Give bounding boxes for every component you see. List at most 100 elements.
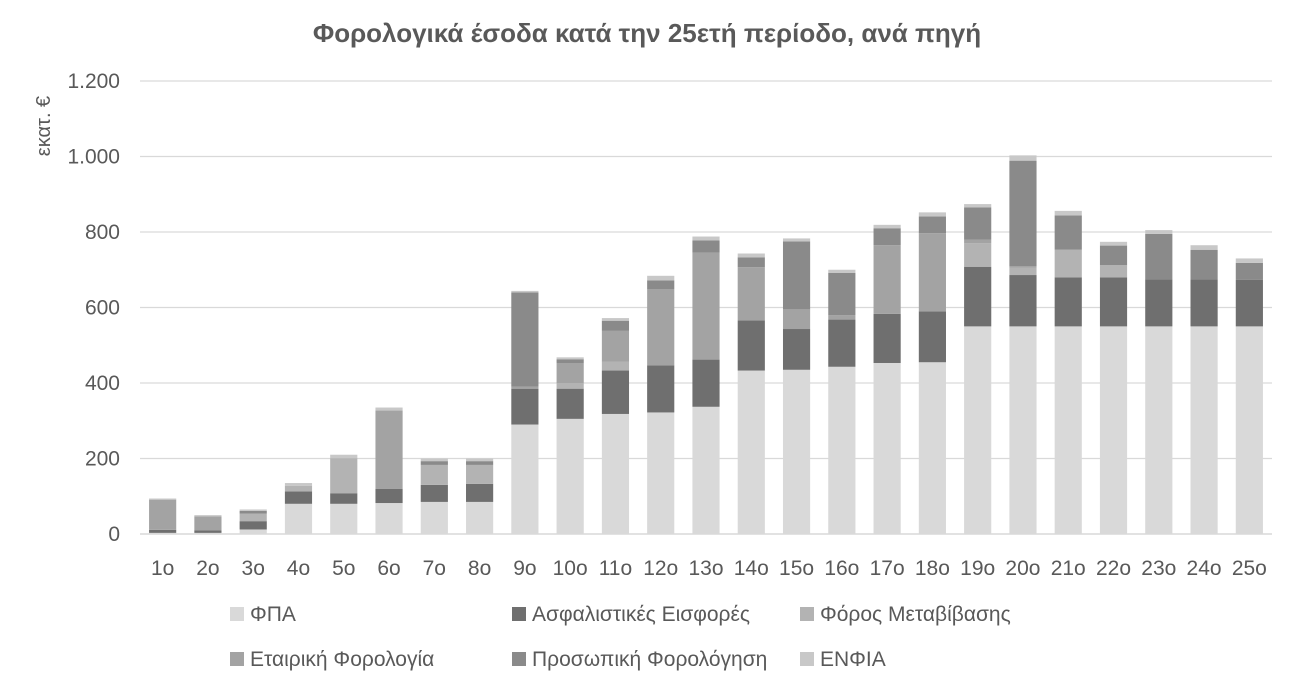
- legend: ΦΠΑ Ασφαλιστικές Εισφορές Φόρος Μεταβίβαση…: [230, 603, 1011, 671]
- bar-segment: [375, 503, 403, 534]
- bar-segment: [556, 383, 584, 389]
- bar-segment: [194, 530, 222, 533]
- bar-segment: [918, 362, 946, 534]
- bar-segment: [964, 204, 992, 208]
- bar-segment: [420, 461, 448, 465]
- bar-segment: [375, 410, 403, 489]
- bar-segment: [828, 366, 856, 534]
- y-tick-label: 600: [85, 297, 120, 320]
- bar-segment: [1235, 258, 1263, 263]
- x-tick-label: 24ο: [1187, 557, 1222, 580]
- bar-segment: [284, 503, 313, 534]
- bar-segment: [1054, 210, 1082, 216]
- bar-segment: [692, 359, 720, 407]
- bar-segment: [194, 516, 222, 531]
- bar-segment: [466, 464, 494, 484]
- bar-segment: [647, 289, 675, 366]
- y-tick-label: 1.000: [67, 146, 120, 169]
- bar-segment: [466, 483, 494, 502]
- bar-segment: [420, 484, 448, 502]
- bar-segment: [239, 509, 267, 511]
- bar-segment: [647, 412, 675, 534]
- bar-segment: [782, 238, 811, 242]
- bar-segment: [239, 510, 267, 514]
- bar-segment: [828, 269, 856, 273]
- bar-segment: [1235, 279, 1263, 327]
- bar-segment: [1235, 326, 1263, 534]
- bar-segment: [873, 313, 901, 363]
- bar-segment: [1009, 160, 1037, 267]
- bar-segment: [964, 239, 992, 244]
- bar-segment: [601, 320, 630, 331]
- bar-segment: [284, 485, 313, 492]
- bar-segment: [1099, 241, 1128, 246]
- bar-segment: [330, 503, 358, 534]
- legend-label: Φόρος Μεταβίβασης: [820, 603, 1011, 626]
- bar-segment: [466, 501, 494, 534]
- bar-segment: [1190, 326, 1218, 534]
- bar-segment: [1009, 275, 1037, 327]
- bar-segment: [1190, 245, 1218, 250]
- bar-segment: [647, 280, 675, 290]
- bar-segment: [782, 241, 811, 310]
- bar-segment: [964, 207, 992, 240]
- bar-segment: [601, 361, 630, 371]
- bar-segment: [601, 330, 630, 362]
- bar-segment: [284, 491, 313, 504]
- x-tick-label: 2ο: [196, 557, 219, 580]
- bar-segment: [556, 362, 584, 383]
- bar-segment: [737, 257, 765, 268]
- bar-segment: [737, 370, 765, 534]
- bar-segment: [1054, 215, 1082, 250]
- x-tick-label: 23ο: [1141, 557, 1176, 580]
- bar-segment: [918, 233, 946, 312]
- bar-segment: [511, 388, 539, 425]
- x-tick-label: 14ο: [734, 557, 769, 580]
- legend-label: Προσωπική Φορολόγηση: [532, 648, 767, 671]
- bar-segment: [964, 243, 992, 267]
- bar-segment: [828, 319, 856, 367]
- bar-segment: [1099, 277, 1128, 327]
- bar-segment: [828, 315, 856, 320]
- bar-segment: [1190, 279, 1218, 327]
- bar-segment: [918, 311, 946, 363]
- bar-segment: [1099, 265, 1128, 278]
- bar-segment: [601, 413, 630, 534]
- bar-segment: [601, 370, 630, 414]
- x-tick-label: 8ο: [468, 557, 491, 580]
- x-tick-label: 18ο: [915, 557, 950, 580]
- legend-label: ΦΠΑ: [250, 603, 296, 626]
- bar-segment: [1145, 230, 1173, 234]
- bar-segment: [964, 326, 992, 534]
- x-tick-label: 9ο: [513, 557, 536, 580]
- bar-segment: [375, 407, 403, 411]
- bar-segment: [918, 216, 946, 234]
- bar-segment: [647, 365, 675, 413]
- legend-label: Ασφαλιστικές Εισφορές: [532, 603, 750, 626]
- x-tick-label: 4ο: [287, 557, 310, 580]
- chart-title: Φορολογικά έσοδα κατά την 25ετή περίοδο,…: [312, 18, 982, 48]
- bar-segment: [1054, 326, 1082, 534]
- x-tick-label: 1ο: [151, 557, 174, 580]
- x-tick-label: 22ο: [1096, 557, 1131, 580]
- bar-segment: [556, 357, 584, 360]
- y-tick-label: 1.200: [67, 70, 120, 93]
- bar-segment: [239, 529, 267, 534]
- y-tick-label: 200: [85, 448, 120, 471]
- bar-segment: [466, 461, 494, 465]
- x-tick-label: 7ο: [423, 557, 446, 580]
- bar-segment: [149, 498, 177, 500]
- bar-segment: [1145, 233, 1173, 280]
- legend-swatch: [230, 652, 244, 666]
- x-tick-label: 21ο: [1051, 557, 1086, 580]
- bar-segment: [330, 493, 358, 504]
- x-tick-label: 25ο: [1232, 557, 1267, 580]
- legend-label: ΕΝΦΙΑ: [820, 648, 886, 671]
- y-axis-title: εκατ. €: [33, 96, 55, 156]
- bar-segment: [284, 483, 313, 486]
- bar-segment: [873, 224, 901, 229]
- x-tick-label: 10ο: [553, 557, 588, 580]
- bar-segment: [1009, 267, 1037, 276]
- bar-segment: [692, 236, 720, 241]
